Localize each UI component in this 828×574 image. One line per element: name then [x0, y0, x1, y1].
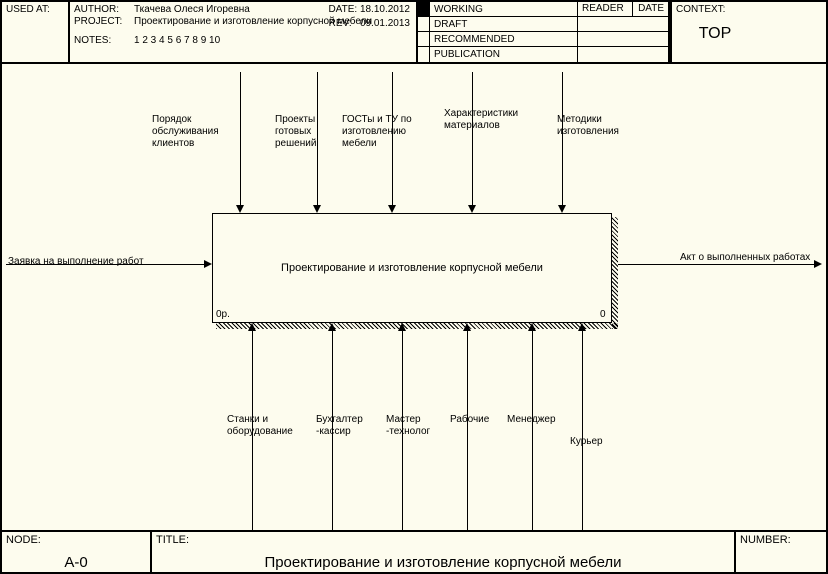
mech-arrow-0 — [248, 323, 256, 331]
status-draft: DRAFT — [430, 19, 577, 30]
mech-line-4 — [532, 331, 533, 530]
context-cell: CONTEXT: TOP — [670, 2, 758, 62]
mech-label-3: Рабочие — [450, 414, 489, 426]
node-label: NODE: — [6, 534, 41, 546]
status-box-draft — [418, 17, 430, 32]
context-label: CONTEXT: — [676, 4, 754, 15]
date-label: DATE: — [328, 4, 357, 15]
used-at-label: USED AT: — [6, 4, 50, 15]
date2-label: DATE — [633, 2, 668, 16]
info-cell: AUTHOR: Ткачева Олеся Игоревна PROJECT: … — [70, 2, 418, 62]
control-label-0: Порядокобслуживанияклиентов — [152, 114, 219, 150]
output-line-0 — [618, 264, 816, 265]
mech-arrow-3 — [463, 323, 471, 331]
control-arrow-1 — [313, 205, 321, 213]
control-label-4: Методикиизготовления — [557, 114, 619, 138]
control-arrow-4 — [558, 205, 566, 213]
mech-label-1: Бухгалтер-кассир — [316, 414, 363, 438]
diagram-area: Проектирование и изготовление корпусной … — [2, 64, 826, 530]
control-label-1: Проектыготовыхрешений — [275, 114, 316, 150]
number-cell: NUMBER: — [736, 532, 826, 572]
control-line-1 — [317, 72, 318, 205]
control-arrow-3 — [468, 205, 476, 213]
number-label: NUMBER: — [740, 534, 791, 546]
output-arrow-0 — [814, 260, 822, 268]
rev-value: 09.01.2013 — [360, 18, 410, 29]
status-publication: PUBLICATION — [430, 49, 577, 60]
box-shadow-right — [612, 217, 618, 329]
activity-box: Проектирование и изготовление корпусной … — [212, 213, 612, 323]
mech-label-5: Курьер — [570, 436, 603, 448]
used-at-cell: USED AT: — [2, 2, 70, 62]
footer: NODE: A-0 TITLE: Проектирование и изгото… — [2, 530, 826, 572]
title-label: TITLE: — [156, 534, 189, 546]
author-label: AUTHOR: — [74, 4, 134, 15]
header: USED AT: AUTHOR: Ткачева Олеся Игоревна … — [2, 2, 826, 64]
notes-label: NOTES: — [74, 35, 134, 46]
status-box-publication — [418, 47, 430, 62]
title-value: Проектирование и изготовление корпусной … — [156, 546, 730, 571]
date-value: 18.10.2012 — [360, 4, 410, 15]
control-line-4 — [562, 72, 563, 205]
status-recommended: RECOMMENDED — [430, 34, 577, 45]
input-arrow-0 — [204, 260, 212, 268]
mech-arrow-5 — [578, 323, 586, 331]
mech-line-5 — [582, 331, 583, 530]
status-cell: WORKING DRAFT RECOMMENDED PUBLICATION RE… — [418, 2, 670, 62]
mech-label-4: Менеджер — [507, 414, 556, 426]
box-left-num: 0р. — [216, 309, 230, 320]
rev-label: REV: — [329, 18, 352, 29]
reader-label: READER — [578, 2, 633, 16]
mech-arrow-2 — [398, 323, 406, 331]
status-box-recommended — [418, 32, 430, 47]
title-cell: TITLE: Проектирование и изготовление кор… — [152, 532, 736, 572]
project-label: PROJECT: — [74, 16, 134, 27]
box-shadow-bottom — [216, 323, 618, 329]
node-value: A-0 — [6, 546, 146, 571]
author-value: Ткачева Олеся Игоревна — [134, 4, 250, 15]
node-cell: NODE: A-0 — [2, 532, 152, 572]
control-label-3: Характеристикиматериалов — [444, 108, 518, 132]
output-label-0: Акт о выполненных работах — [680, 252, 810, 264]
mech-label-2: Мастер-технолог — [386, 414, 430, 438]
status-box-working — [418, 2, 430, 17]
mech-line-3 — [467, 331, 468, 530]
notes-value: 1 2 3 4 5 6 7 8 9 10 — [134, 35, 220, 46]
control-arrow-2 — [388, 205, 396, 213]
box-right-num: 0 — [600, 309, 606, 320]
mech-label-0: Станки иоборудование — [227, 414, 293, 438]
input-label-0: Заявка на выполнение работ — [8, 256, 144, 268]
control-line-3 — [472, 72, 473, 205]
idef0-page: USED AT: AUTHOR: Ткачева Олеся Игоревна … — [0, 0, 828, 574]
mech-arrow-1 — [328, 323, 336, 331]
context-value: TOP — [676, 25, 754, 43]
control-line-0 — [240, 72, 241, 205]
mech-arrow-4 — [528, 323, 536, 331]
control-arrow-0 — [236, 205, 244, 213]
status-working: WORKING — [430, 4, 577, 15]
control-label-2: ГОСТы и ТУ поизготовлениюмебели — [342, 114, 412, 150]
